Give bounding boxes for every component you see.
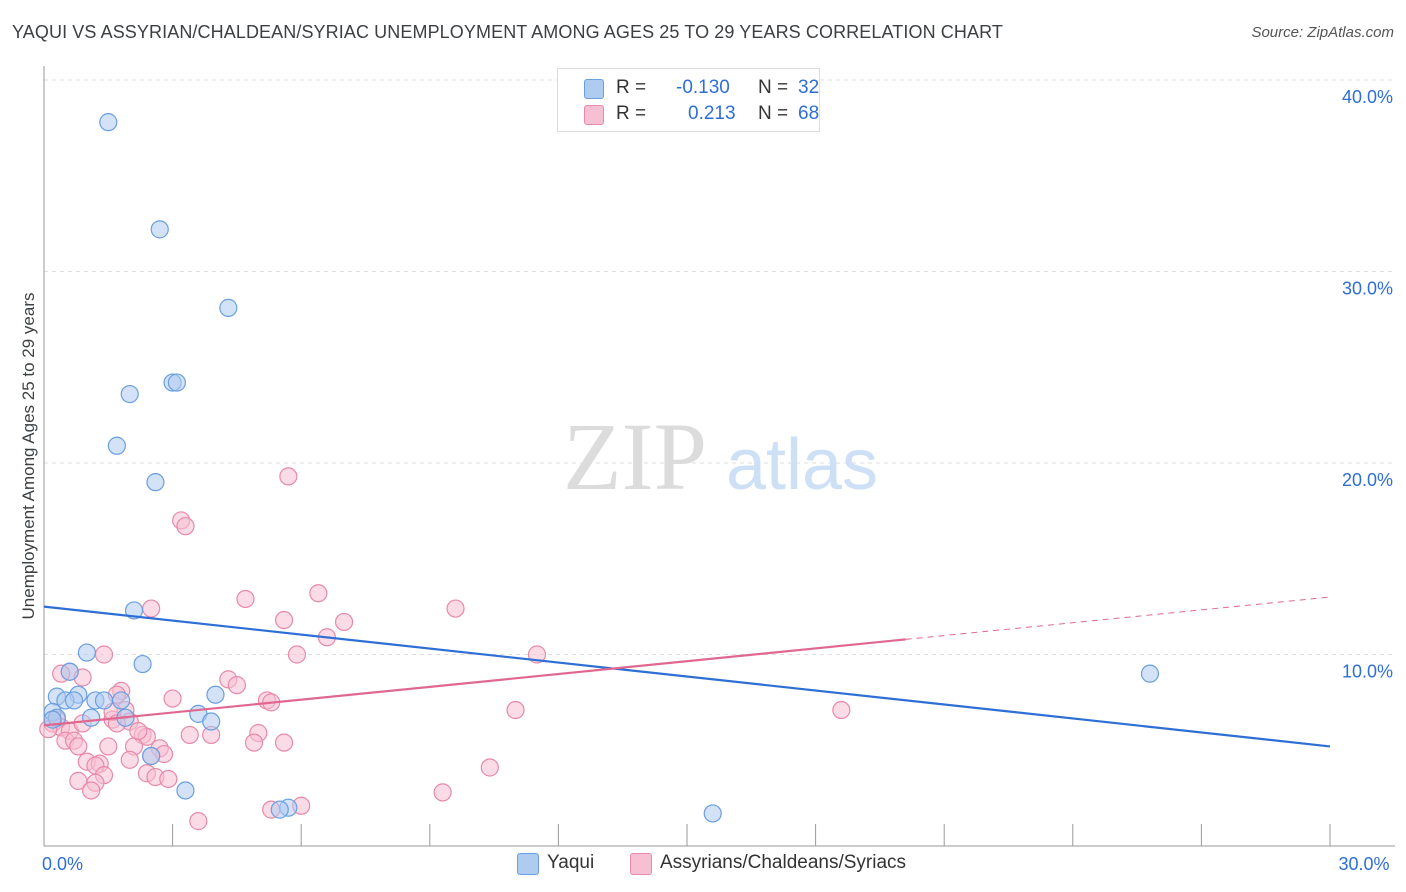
yaqui-point bbox=[112, 691, 131, 710]
assyrian-point bbox=[94, 645, 114, 664]
x-tick-label: 30.0% bbox=[1338, 854, 1389, 874]
yaqui-point bbox=[206, 685, 225, 704]
trend-lines bbox=[43, 596, 1331, 748]
yaqui-point bbox=[64, 691, 84, 710]
yaqui-point bbox=[176, 781, 195, 800]
yaqui-point bbox=[133, 654, 152, 674]
yaqui-point bbox=[60, 662, 79, 681]
assyrian-point bbox=[163, 689, 182, 708]
yaqui-point bbox=[167, 373, 186, 392]
yaqui-point bbox=[120, 384, 139, 404]
stats-swatch-assyrian bbox=[584, 105, 604, 125]
assyrian-point bbox=[99, 737, 118, 756]
yaqui-point bbox=[142, 746, 161, 766]
assyrian-point bbox=[506, 700, 525, 720]
yaqui-point bbox=[146, 473, 165, 492]
stats-r-value: 0.213 bbox=[688, 103, 736, 124]
assyrian-point bbox=[274, 733, 294, 752]
assyrian-point bbox=[159, 769, 178, 789]
assyrian-trend-extension bbox=[905, 596, 1331, 640]
x-tick-label: 0.0% bbox=[42, 854, 83, 874]
stats-box: R = -0.130 N = 32 R = 0.213 N = 68 bbox=[557, 68, 820, 132]
stats-n-label: N = bbox=[758, 77, 789, 98]
yaqui-point bbox=[94, 691, 114, 710]
yaqui-point bbox=[124, 601, 144, 620]
assyrian-point bbox=[287, 645, 307, 664]
gridlines bbox=[44, 79, 1395, 655]
assyrian-point bbox=[142, 599, 161, 618]
assyrian-point bbox=[180, 725, 199, 745]
assyrian-point bbox=[446, 599, 465, 618]
yaqui-point bbox=[77, 643, 96, 662]
yaqui-point bbox=[99, 113, 118, 132]
y-tick-label: 20.0% bbox=[1342, 470, 1393, 490]
assyrian-point bbox=[480, 758, 499, 777]
assyrian-point bbox=[236, 589, 255, 609]
y-tick-labels: 10.0% 20.0% 30.0% 40.0% bbox=[1342, 87, 1393, 682]
x-tick-labels: 0.0% 30.0% bbox=[42, 854, 1390, 874]
yaqui-point bbox=[270, 800, 289, 819]
legend-swatch-yaqui bbox=[517, 853, 539, 875]
stats-n-label: N = bbox=[758, 103, 789, 124]
assyrian-points bbox=[39, 467, 851, 831]
assyrian-point bbox=[334, 612, 354, 632]
legend-swatch-assyrian bbox=[630, 853, 652, 875]
stats-r-label: R = bbox=[616, 103, 647, 124]
assyrian-point bbox=[120, 750, 139, 769]
assyrian-point bbox=[189, 812, 208, 831]
legend-label-assyrian: Assyrians/Chaldeans/Syriacs bbox=[660, 852, 907, 873]
stats-r-value: -0.130 bbox=[676, 77, 730, 98]
assyrian-point bbox=[244, 733, 264, 752]
assyrian-point bbox=[69, 737, 88, 756]
assyrian-point bbox=[309, 584, 328, 603]
stats-n-value: 68 bbox=[798, 103, 820, 124]
yaqui-point bbox=[82, 708, 101, 727]
legend-label-yaqui: Yaqui bbox=[547, 852, 595, 873]
stats-n-value: 32 bbox=[798, 77, 820, 98]
yaqui-point bbox=[107, 436, 126, 455]
axes bbox=[43, 66, 1395, 847]
assyrian-point bbox=[227, 676, 246, 695]
y-tick-label: 40.0% bbox=[1342, 87, 1393, 107]
chart-title: YAQUI VS ASSYRIAN/CHALDEAN/SYRIAC UNEMPL… bbox=[12, 22, 1003, 42]
stats-r-label: R = bbox=[616, 77, 647, 98]
stats-swatch-yaqui bbox=[584, 79, 604, 99]
yaqui-point bbox=[1140, 664, 1160, 683]
yaqui-point bbox=[150, 220, 169, 239]
yaqui-trend-line bbox=[43, 605, 1331, 748]
source-label: Source: ZipAtlas.com bbox=[1251, 24, 1394, 41]
assyrian-point bbox=[279, 467, 298, 486]
yaqui-point bbox=[202, 712, 221, 731]
watermark-zip: ZIP bbox=[563, 403, 707, 510]
yaqui-point bbox=[219, 298, 238, 317]
assyrian-point bbox=[832, 700, 851, 720]
watermark: ZIP atlas bbox=[563, 403, 878, 510]
y-tick-label: 10.0% bbox=[1342, 662, 1393, 682]
assyrian-point bbox=[82, 781, 101, 800]
watermark-atlas: atlas bbox=[726, 425, 878, 505]
assyrian-point bbox=[274, 610, 294, 630]
y-tick-label: 30.0% bbox=[1342, 279, 1393, 299]
assyrian-trend-line bbox=[43, 638, 906, 727]
assyrian-point bbox=[176, 517, 195, 536]
assyrian-point bbox=[433, 783, 452, 802]
assyrian-point bbox=[129, 721, 148, 741]
yaqui-point bbox=[703, 804, 722, 823]
